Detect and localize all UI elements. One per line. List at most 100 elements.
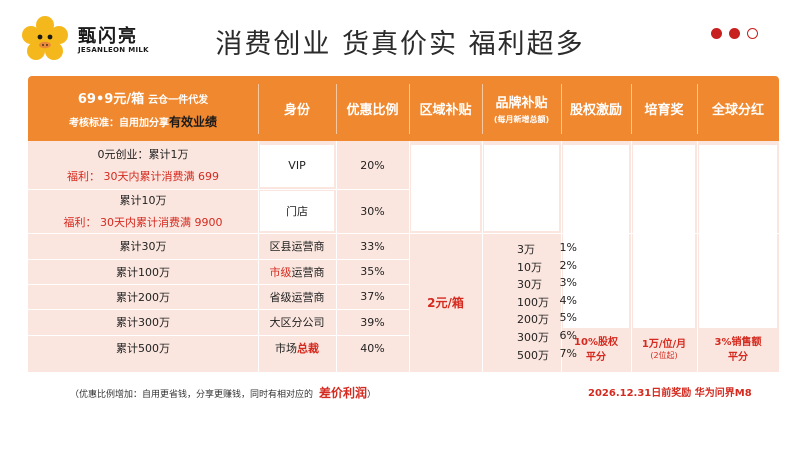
- footer-note-emph: 差价利润: [319, 386, 368, 400]
- divider: [482, 141, 483, 372]
- brand-name: 甄闪亮: [78, 26, 138, 47]
- list-item: 30万 3%: [517, 276, 577, 294]
- footer-deadline: 2026.12.31日前奖励 华为问界M8: [588, 388, 752, 399]
- divider: [561, 84, 562, 134]
- footer-note-close: ）: [367, 390, 377, 400]
- divider: [561, 141, 562, 372]
- dividend-line1: 3%销售额: [714, 337, 762, 348]
- divider: [482, 84, 483, 134]
- identity-text: 运营商: [291, 265, 325, 279]
- divider: [28, 284, 409, 285]
- header-ratio: 优惠比例: [346, 103, 399, 118]
- brand-pct: 4%: [559, 293, 577, 307]
- row-identity: 市场 总裁: [258, 335, 336, 361]
- identity-emph: 市级: [269, 265, 292, 279]
- blank-cell: [633, 145, 695, 328]
- list-item: 3万 1%: [517, 241, 577, 259]
- divider: [631, 84, 632, 134]
- row-identity: 省级运营商: [269, 290, 325, 304]
- divider: [28, 309, 409, 310]
- brand-amount: 300万: [517, 330, 549, 344]
- brand-amount: 10万: [517, 260, 542, 274]
- table-row: 0元创业：累计1万 福利： 30天内累计消费满 699: [28, 141, 258, 189]
- dividend-line2: 平分: [728, 352, 748, 363]
- header-equity: 股权激励: [569, 103, 622, 118]
- flower-cow-icon: [22, 16, 68, 60]
- divider: [258, 141, 259, 372]
- nurture-line1: 1万/位/月: [641, 339, 687, 350]
- header-price-cell: 69•9元/箱 云仓一件代发 考核标准：自用加分享有效业绩: [28, 76, 258, 141]
- brand-pct: 2%: [559, 258, 577, 272]
- divider: [697, 141, 698, 372]
- footer-note-text: （优惠比例增加：自用更省钱，分享更赚钱，同时有相对应的: [70, 390, 314, 400]
- blank-cell: [563, 145, 629, 328]
- identity-text: 市场: [275, 342, 297, 355]
- divider: [697, 84, 698, 134]
- row-threshold: 累计10万: [119, 194, 167, 207]
- dividend-cell: 3%销售额 平分: [697, 331, 779, 365]
- brand-subtitle: JESANLEON MILK: [78, 46, 149, 54]
- price-line: 69•9元/箱 云仓一件代发: [78, 88, 208, 107]
- identity-box: [260, 191, 334, 231]
- header-identity: 身份: [283, 103, 310, 118]
- list-item: 200万 5%: [517, 311, 577, 329]
- standard-prefix: 考核标准：自用加分享: [68, 117, 169, 129]
- table-row: 累计10万 福利： 30天内累计消费满 9900: [28, 189, 258, 233]
- row-identity: 市级 运营商: [258, 259, 336, 284]
- row-identity: 区县运营商: [269, 240, 325, 253]
- footer-note: （优惠比例增加：自用更省钱，分享更赚钱，同时有相对应的 差价利润）: [70, 384, 376, 401]
- brand-amount: 100万: [517, 295, 549, 309]
- divider: [409, 84, 410, 134]
- list-item: 500万 7%: [517, 347, 577, 365]
- row-threshold: 累计200万: [116, 290, 170, 304]
- region-subsidy: 2元/箱: [409, 233, 482, 372]
- row-identity: 门店: [286, 205, 308, 218]
- row-ratio: 39%: [360, 315, 385, 329]
- divider: [631, 141, 632, 372]
- row-threshold: 0元创业：累计1万: [97, 148, 189, 161]
- brand-subsidy-list: 3万 1% 10万 2% 30万 3% 100万 4% 200万 5% 300万 6% 50…: [517, 241, 577, 364]
- identity-emph: 总裁: [297, 342, 319, 355]
- row-threshold: 累计100万: [116, 265, 170, 279]
- header-dividend: 全球分红: [711, 103, 764, 118]
- price-note: 云仓一件代发: [148, 94, 209, 106]
- brand-amount: 3万: [517, 243, 535, 256]
- brand-pct: 5%: [559, 311, 577, 325]
- reward-table: 69•9元/箱 云仓一件代发 考核标准：自用加分享有效业绩 身份 优惠比例 区域补…: [28, 76, 779, 372]
- header-brand-sub: (每月新增总额): [493, 115, 550, 124]
- row-ratio: 37%: [360, 290, 385, 303]
- divider: [28, 189, 409, 190]
- slide-indicator: [711, 28, 758, 39]
- list-item: 10万 2%: [517, 259, 577, 277]
- price-text: 69•9元/箱: [77, 91, 145, 107]
- nurture-cell: 1万/位/月 (2位起): [631, 331, 697, 365]
- row-ratio: 40%: [360, 341, 385, 355]
- row-ratio: 30%: [360, 204, 385, 218]
- list-item: 300万 6%: [517, 329, 577, 347]
- divider: [28, 233, 779, 234]
- standard-line: 考核标准：自用加分享有效业绩: [69, 113, 217, 130]
- blank-cell: [484, 145, 559, 231]
- page-title: 消费创业 货真价实 福利超多: [215, 29, 585, 60]
- divider: [409, 141, 410, 372]
- brand-amount: 30万: [517, 278, 542, 292]
- slide-dot[interactable]: [747, 28, 758, 39]
- brand-pct: 7%: [559, 346, 577, 360]
- header-brand: 品牌补贴 (每月新增总额): [482, 76, 561, 141]
- header-nurture: 培育奖: [644, 103, 684, 118]
- row-perk: 福利： 30天内累计消费满 699: [67, 170, 219, 183]
- identity-box: [260, 145, 334, 187]
- equity-line1: 10%股权: [574, 337, 618, 348]
- nurture-line2: (2位起): [650, 351, 678, 360]
- standard-emph: 有效业绩: [168, 114, 217, 129]
- equity-line2: 平分: [586, 352, 606, 363]
- divider: [28, 335, 409, 336]
- equity-cell: 10%股权 平分: [561, 331, 631, 365]
- brand-pct: 1%: [559, 241, 577, 254]
- region-subsidy-value: 2元/箱: [427, 296, 464, 310]
- row-perk: 福利： 30天内累计消费满 9900: [63, 216, 223, 229]
- slide-dot[interactable]: [711, 28, 722, 39]
- row-ratio: 33%: [360, 239, 385, 253]
- slide-dot[interactable]: [729, 28, 740, 39]
- blank-cell: [699, 145, 777, 328]
